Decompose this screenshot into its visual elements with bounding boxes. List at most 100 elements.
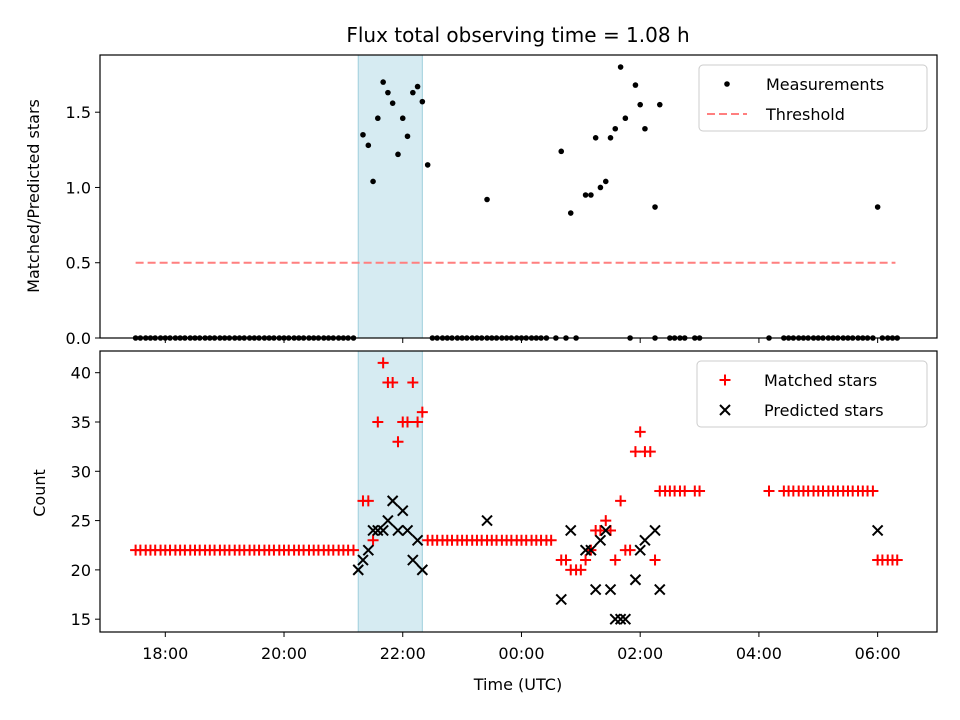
data-point — [392, 436, 404, 448]
data-point — [607, 134, 614, 141]
data-point — [629, 446, 641, 458]
data-point — [407, 377, 419, 389]
x-tick-label: 22:00 — [380, 644, 426, 663]
highlight-span — [357, 54, 423, 339]
legend-label: Measurements — [766, 75, 884, 94]
data-point — [656, 101, 663, 108]
data-point — [612, 125, 619, 132]
data-point — [375, 115, 381, 122]
data-point — [600, 524, 612, 537]
data-point — [377, 357, 389, 369]
data-point — [416, 564, 429, 576]
data-point — [565, 524, 577, 537]
data-point — [642, 125, 648, 132]
x-tick-label: 18:00 — [142, 644, 188, 663]
data-point — [594, 534, 607, 547]
data-point — [629, 574, 642, 586]
data-point — [615, 495, 627, 507]
y-tick-label: 35 — [71, 413, 91, 432]
data-point — [411, 534, 424, 547]
data-point — [416, 406, 428, 418]
data-point — [397, 505, 409, 517]
data-point — [639, 534, 651, 547]
data-point — [575, 564, 587, 576]
y-axis-label-top: Matched/Predicted stars — [24, 99, 43, 293]
data-point — [649, 554, 661, 566]
data-point — [867, 485, 879, 497]
legend: Measurements Threshold — [698, 64, 928, 132]
top-panel: 0.0 0.5 1.0 1.5 Measurements Threshold — [66, 54, 938, 348]
data-point — [370, 178, 376, 185]
y-tick-label: 20 — [71, 561, 91, 580]
x-tick-label: 04:00 — [736, 644, 782, 663]
data-point — [389, 100, 396, 106]
chart-title: Flux total observing time = 1.08 h — [346, 23, 689, 47]
data-point — [763, 485, 775, 497]
data-point — [634, 544, 646, 556]
legend-box — [698, 64, 928, 132]
data-point — [637, 101, 643, 108]
data-point — [654, 583, 666, 596]
data-point — [401, 524, 414, 537]
data-point — [362, 544, 375, 556]
data-point — [679, 485, 691, 497]
data-point — [385, 89, 391, 96]
data-point — [387, 377, 399, 389]
y-tick-label: 25 — [71, 512, 91, 531]
data-point — [592, 134, 599, 141]
data-point — [588, 192, 594, 198]
legend-swatch — [724, 81, 730, 87]
data-point — [412, 416, 424, 428]
y-tick-label: 1.0 — [66, 178, 91, 197]
data-point — [372, 416, 384, 428]
data-point — [367, 524, 379, 537]
x-tick-label: 06:00 — [855, 644, 901, 663]
y-tick-label: 0.5 — [66, 254, 91, 273]
data-point — [874, 204, 881, 210]
legend-label: Predicted stars — [764, 401, 884, 420]
legend-swatch — [719, 404, 731, 416]
data-point — [362, 495, 374, 507]
data-point — [589, 583, 602, 596]
x-tick-label: 00:00 — [498, 644, 544, 663]
data-point — [891, 554, 903, 566]
data-point — [545, 534, 557, 546]
axes-frame — [99, 350, 938, 633]
data-point — [407, 554, 419, 566]
data-point — [602, 178, 609, 185]
y-tick-label: 15 — [71, 610, 91, 629]
data-point — [360, 131, 366, 138]
y-tick-label: 30 — [71, 462, 91, 481]
data-point — [585, 544, 597, 556]
data-point — [619, 613, 632, 625]
series-matched-stars — [130, 357, 903, 576]
data-point — [380, 79, 386, 85]
data-point — [600, 515, 612, 527]
data-point — [560, 554, 572, 566]
x-axis-label: Time (UTC) — [473, 675, 562, 694]
legend-label: Threshold — [765, 105, 845, 124]
y-tick-label: 40 — [71, 364, 91, 383]
data-point — [481, 514, 493, 527]
data-point — [580, 554, 592, 566]
data-point — [395, 151, 401, 158]
data-point — [567, 210, 574, 216]
legend-swatch — [719, 374, 731, 386]
data-point — [582, 192, 589, 198]
data-point — [404, 133, 411, 140]
data-point — [594, 524, 606, 536]
data-point — [694, 485, 706, 497]
data-point — [622, 115, 629, 122]
data-point — [401, 416, 413, 428]
data-point — [392, 524, 404, 537]
data-point — [609, 554, 621, 566]
highlight-span — [357, 350, 423, 633]
data-point — [424, 162, 431, 168]
data-point — [871, 524, 884, 537]
data-point — [410, 89, 416, 96]
data-point — [347, 544, 359, 556]
data-point — [624, 544, 636, 556]
data-point — [357, 554, 369, 566]
data-point — [352, 564, 364, 576]
